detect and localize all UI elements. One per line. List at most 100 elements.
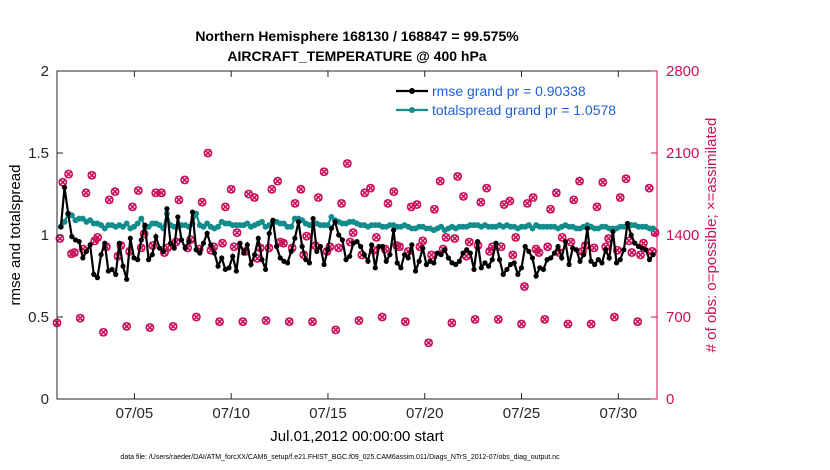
rmse-point xyxy=(156,245,163,251)
obs-marker xyxy=(220,202,230,212)
rmse-point xyxy=(237,240,243,246)
obs-marker xyxy=(493,314,503,324)
obs-marker xyxy=(377,312,387,322)
rmse-point xyxy=(200,240,207,246)
rmse-point xyxy=(336,232,342,238)
totalspread-point xyxy=(123,220,130,227)
rmse-point xyxy=(306,260,313,266)
legend[interactable]: rmse grand pr = 0.90338 totalspread grand… xyxy=(396,83,616,118)
rmse-point xyxy=(149,252,155,258)
rmse-point xyxy=(592,261,598,268)
rmse-point xyxy=(358,243,364,250)
rmse-point xyxy=(211,250,218,256)
obs-marker xyxy=(244,189,254,199)
rmse-point xyxy=(365,258,371,264)
obs-marker xyxy=(267,184,277,194)
rmse-point xyxy=(288,248,294,254)
obs-marker xyxy=(447,318,457,328)
obs-marker xyxy=(215,317,224,327)
rmse-point xyxy=(138,237,144,243)
rmse-point xyxy=(61,184,68,191)
obs-marker xyxy=(319,167,329,177)
rmse-point xyxy=(555,243,561,250)
legend-entry[interactable]: rmse grand pr = 0.90338 xyxy=(396,83,586,99)
obs-marker xyxy=(90,236,100,246)
obs-marker xyxy=(308,317,317,327)
rmse-point xyxy=(471,266,477,273)
obs-marker xyxy=(450,234,460,243)
rmse-point xyxy=(255,235,261,241)
rmse-point xyxy=(412,268,419,274)
obs-marker xyxy=(133,186,143,195)
obs-marker xyxy=(203,148,213,158)
rmse-point xyxy=(617,257,623,263)
rmse-point xyxy=(540,266,547,273)
rmse-point xyxy=(493,240,499,246)
obs-marker xyxy=(145,323,155,332)
obs-marker xyxy=(563,319,573,329)
rmse-point xyxy=(603,247,609,253)
x-tick-label: 07/30 xyxy=(600,405,638,422)
rmse-point xyxy=(383,258,389,264)
rmse-point xyxy=(416,258,422,264)
obs-marker xyxy=(598,177,608,187)
legend-entry[interactable]: totalspread grand pr = 1.0578 xyxy=(396,102,616,118)
rmse-point xyxy=(277,255,283,261)
rmse-point xyxy=(369,242,375,248)
obs-marker xyxy=(180,175,190,185)
rmse-point xyxy=(453,261,459,268)
rmse-point xyxy=(325,247,331,253)
axes: 07/05 07/10 07/15 07/20 07/25 07/30 0 0.5 1 1.5 2 0… xyxy=(28,63,699,422)
rmse-point xyxy=(420,245,426,251)
obs-marker xyxy=(104,195,114,205)
y-tick-label-left: 2 xyxy=(41,63,49,80)
rmse-point xyxy=(529,255,536,261)
rmse-point xyxy=(273,243,280,250)
rmse-point xyxy=(120,263,126,269)
rmse-point xyxy=(292,235,298,241)
rmse-point xyxy=(94,275,101,281)
obs-marker xyxy=(87,170,97,180)
rmse-point xyxy=(467,250,473,256)
totalspread-point xyxy=(288,223,295,230)
rmse-point xyxy=(171,245,177,251)
obs-marker xyxy=(389,187,399,197)
obs-marker xyxy=(238,317,248,327)
obs-marker xyxy=(81,188,91,198)
obs-marker xyxy=(424,338,434,348)
rmse-point xyxy=(189,209,196,215)
rmse-point xyxy=(496,257,503,263)
rmse-point xyxy=(489,257,495,263)
rmse-point xyxy=(478,265,484,271)
totalspread-point xyxy=(134,220,141,227)
obs-marker xyxy=(546,204,555,214)
y-tick-label-right: 1400 xyxy=(666,227,699,244)
rmse-point xyxy=(215,263,221,269)
rmse-point xyxy=(314,248,320,254)
obs-marker xyxy=(520,282,529,291)
rmse-point xyxy=(175,214,181,220)
obs-marker xyxy=(430,204,439,214)
rmse-point xyxy=(219,255,225,261)
obs-marker xyxy=(459,191,468,201)
obs-marker xyxy=(540,314,550,324)
obs-marker xyxy=(334,243,344,253)
rmse-point xyxy=(98,252,104,258)
y-tick-label-right: 700 xyxy=(666,309,691,326)
rmse-point xyxy=(475,238,481,245)
obs-marker xyxy=(191,312,201,322)
totalspread-point xyxy=(258,218,265,225)
rmse-point xyxy=(431,260,437,266)
obs-marker xyxy=(511,232,521,242)
rmse-point xyxy=(610,229,616,235)
rmse-point xyxy=(354,238,360,245)
obs-marker xyxy=(168,321,178,331)
rmse-point xyxy=(442,247,448,253)
obs-marker xyxy=(531,244,541,254)
obs-marker xyxy=(75,313,85,323)
obs-marker xyxy=(371,232,381,242)
rmse-point xyxy=(146,257,152,263)
rmse-point xyxy=(577,258,583,264)
rmse-point xyxy=(456,258,462,264)
rmse-point xyxy=(643,247,649,253)
